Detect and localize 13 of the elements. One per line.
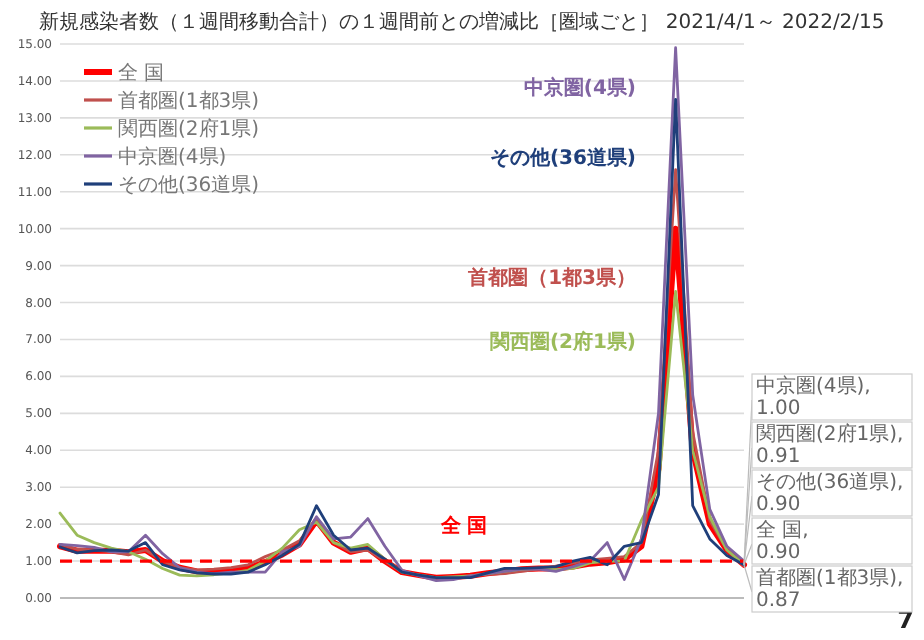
chart-title: 新規感染者数（１週間移動合計）の１週間前との増減比［圏域ごと］ 2021/4/1～ 2022/2/15 (39, 10, 885, 34)
annotation: 首都圏（1都3県） (466, 266, 636, 290)
legend-label: 全 国 (118, 61, 165, 85)
legend-label: 中京圏(4県) (118, 145, 227, 169)
annotation: 全 国 (438, 514, 488, 538)
text: 中京圏(4県), 1.00 (756, 374, 871, 420)
annotation: 中京圏(4県) (523, 76, 636, 100)
legend-label: その他(36道県) (118, 173, 260, 197)
legend-label: 関西圏(2府1県) (118, 117, 260, 141)
text: 全 国, 0.90 (756, 518, 809, 564)
annotation: 関西圏(2府1県) (489, 330, 636, 354)
legend-label: 首都圏(1都3県) (118, 89, 260, 113)
annotation: その他(36道県) (489, 146, 636, 170)
